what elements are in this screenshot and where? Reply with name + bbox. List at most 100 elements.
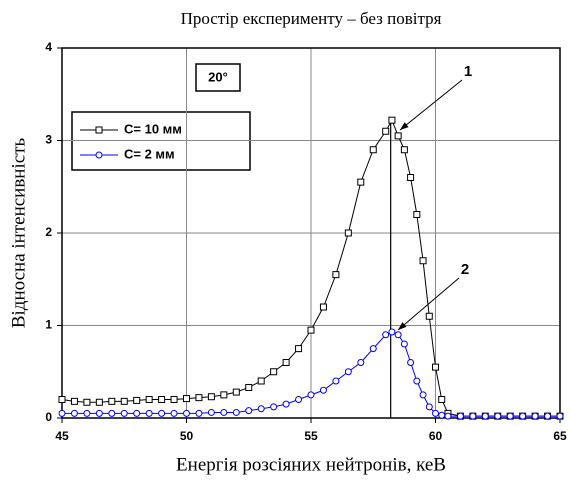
data-point (220, 391, 228, 399)
data-point (133, 409, 141, 417)
data-point (544, 412, 552, 420)
data-point (58, 409, 66, 417)
data-point (344, 229, 352, 237)
legend-label: C= 10 мм (124, 121, 182, 136)
data-point (388, 116, 396, 124)
annotation-arrow (397, 277, 460, 331)
data-point (158, 396, 166, 403)
legend-marker (95, 151, 103, 159)
data-point (357, 178, 365, 186)
data-point (413, 377, 421, 385)
data-point (444, 412, 452, 420)
y-tick-label: 3 (45, 133, 52, 147)
data-point (232, 388, 240, 396)
data-point (158, 409, 166, 417)
series (58, 328, 564, 420)
data-point (183, 395, 190, 403)
data-point (332, 377, 340, 385)
data-point (270, 403, 278, 411)
data-point (319, 303, 327, 311)
data-point (95, 398, 103, 406)
arrow-head (398, 322, 407, 330)
data-point (332, 271, 340, 279)
data-point (295, 345, 303, 353)
annotation: 1 (464, 63, 472, 80)
data-point (83, 409, 91, 417)
data-point (70, 397, 78, 405)
data-point (120, 409, 128, 417)
data-point (481, 412, 489, 420)
y-tick-label: 0 (45, 410, 52, 424)
data-point (319, 386, 327, 394)
data-point (494, 412, 502, 420)
data-point (413, 211, 421, 218)
data-point (400, 340, 408, 348)
data-point (70, 409, 78, 417)
data-point (207, 393, 215, 401)
data-point (432, 363, 439, 371)
data-point (95, 409, 103, 417)
data-point (195, 409, 203, 417)
y-axis-label: Відносна інтенсивність (8, 138, 29, 329)
data-point (438, 396, 446, 403)
data-point (506, 412, 514, 420)
data-point (257, 405, 265, 413)
data-point (388, 328, 396, 336)
data-point (382, 127, 390, 135)
legend-label: C= 2 мм (124, 146, 175, 161)
x-axis-label: Енергія розсіяних нейтронів, кеВ (176, 454, 446, 475)
data-point (58, 396, 66, 403)
data-point (419, 391, 427, 399)
data-point (400, 146, 408, 154)
angle-label: 20° (208, 69, 228, 84)
data-point (195, 394, 203, 402)
data-point (369, 345, 377, 353)
data-point (382, 331, 390, 339)
data-point (145, 409, 153, 417)
x-tick-label: 60 (429, 429, 443, 443)
data-point (407, 359, 415, 366)
data-point (419, 257, 427, 265)
data-point (83, 398, 91, 406)
data-point (282, 400, 290, 408)
data-point (245, 407, 253, 415)
arrow-head (400, 122, 409, 130)
data-point (456, 412, 464, 420)
x-tick-label: 45 (55, 429, 69, 443)
data-point (425, 403, 433, 411)
chart-title: Простір експерименту – без повітря (181, 9, 442, 28)
x-tick-label: 65 (553, 429, 567, 443)
annotation: 2 (461, 261, 469, 278)
data-point (282, 359, 290, 366)
data-point (108, 409, 116, 417)
angle-box (195, 63, 241, 92)
data-point (556, 412, 564, 420)
data-point (108, 397, 116, 405)
data-point (307, 391, 315, 399)
data-point (220, 408, 228, 416)
data-point (120, 397, 128, 405)
data-point (245, 383, 253, 391)
series-line (62, 331, 560, 417)
data-point (394, 331, 402, 339)
data-point (170, 409, 178, 417)
data-point (369, 146, 377, 154)
y-tick-label: 2 (45, 225, 52, 239)
data-point (357, 359, 365, 366)
data-point (270, 368, 278, 376)
y-tick-label: 1 (45, 318, 52, 332)
data-point (394, 132, 402, 140)
data-point (207, 408, 215, 416)
data-point (295, 396, 303, 403)
data-point (170, 396, 178, 403)
plot-frame (61, 47, 561, 419)
data-point (257, 377, 265, 385)
data-point (519, 412, 527, 420)
data-point (183, 409, 190, 417)
data-point (438, 411, 446, 419)
data-point (469, 412, 477, 420)
data-point (232, 408, 240, 416)
data-point (425, 312, 433, 320)
annotation-arrow (399, 79, 463, 131)
y-tick-label: 4 (45, 40, 52, 54)
